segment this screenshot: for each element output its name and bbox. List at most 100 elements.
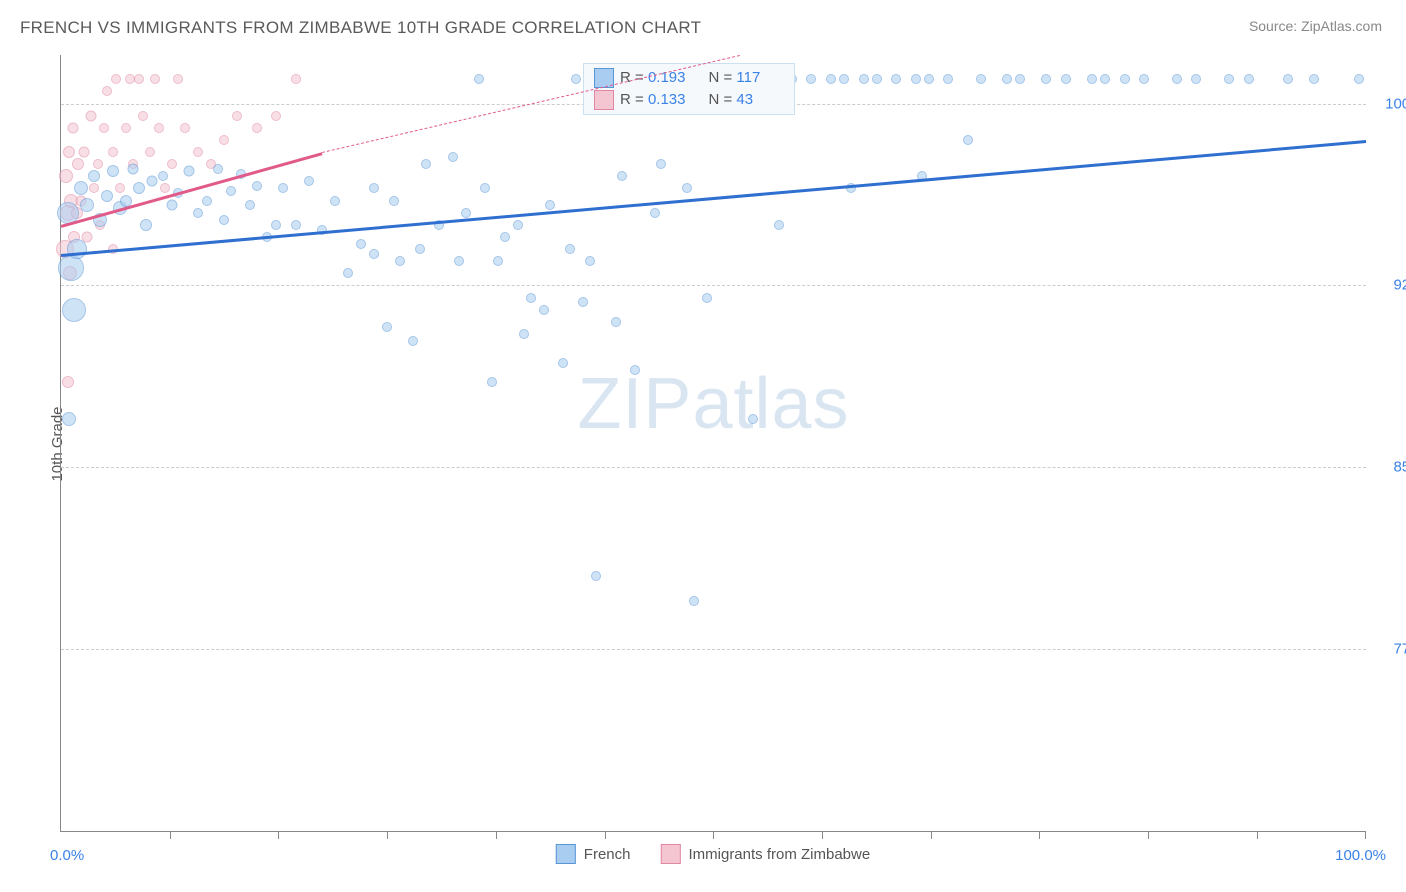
zim-bubble [160,183,170,193]
trendline [61,140,1366,256]
french-bubble [245,200,255,210]
french-bubble [480,183,490,193]
french-bubble [1100,74,1110,84]
zim-bubble [193,147,203,157]
y-tick-label: 100.0% [1385,95,1406,112]
x-tick [1365,831,1366,839]
french-bubble [80,198,94,212]
source-label: Source: ZipAtlas.com [1249,18,1382,34]
zim-bubble [67,122,78,133]
french-bubble [127,163,138,174]
zim-bubble [102,86,112,96]
french-bubble [226,186,236,196]
zim-bubble [93,159,103,169]
zim-bubble [219,135,229,145]
french-bubble [193,208,203,218]
french-bubble [395,256,405,266]
zim-bubble [72,158,84,170]
french-bubble [62,412,76,426]
french-bubble [1244,74,1254,84]
x-tick [713,831,714,839]
french-bubble [454,256,464,266]
french-bubble [415,244,425,254]
x-tick [170,831,171,839]
french-bubble [650,208,660,218]
french-bubble [571,74,581,84]
zim-bubble [271,111,281,121]
french-bubble [421,159,431,169]
french-bubble [278,183,288,193]
french-bubble [682,183,692,193]
zim-bubble [63,146,75,158]
french-bubble [1224,74,1234,84]
french-bubble [219,215,229,225]
french-bubble [976,74,986,84]
french-bubble [545,200,555,210]
zim-bubble [134,74,144,84]
french-bubble [183,166,194,177]
french-bubble [526,293,536,303]
french-bubble [859,74,869,84]
french-bubble [611,317,621,327]
french-bubble [252,181,262,191]
french-bubble [408,336,418,346]
plot-area: ZIPatlas 100.0%92.5%85.0%77.5%R = 0.193 … [60,55,1366,832]
y-tick-label: 85.0% [1393,459,1406,476]
zim-bubble [121,123,131,133]
zim-swatch [594,90,614,110]
french-bubble [213,164,223,174]
french-bubble [133,182,145,194]
french-bubble [591,571,601,581]
french-swatch [556,844,576,864]
french-bubble [461,208,471,218]
zim-bubble [99,123,109,133]
french-bubble [343,268,353,278]
legend-label: Immigrants from Zimbabwe [688,846,870,863]
y-tick-label: 77.5% [1393,641,1406,658]
legend-label: French [584,846,631,863]
zim-bubble [252,123,262,133]
french-bubble [448,152,458,162]
french-bubble [1002,74,1012,84]
french-bubble [1139,74,1149,84]
french-bubble [389,196,399,206]
zim-bubble [180,123,190,133]
watermark: ZIPatlas [577,363,849,445]
legend-row: R = 0.133 N = 43 [594,90,784,110]
french-bubble [806,74,816,84]
x-tick [387,831,388,839]
zim-bubble [59,169,73,183]
legend-bottom: French Immigrants from Zimbabwe [556,844,870,864]
french-bubble [943,74,953,84]
x-tick [496,831,497,839]
x-tick [1148,831,1149,839]
french-bubble [872,74,882,84]
zim-swatch [660,844,680,864]
french-bubble [74,181,88,195]
french-bubble [1087,74,1097,84]
x-tick [931,831,932,839]
legend-row: R = 0.193 N = 117 [594,68,784,88]
french-bubble [369,249,379,259]
legend-stats: R = 0.193 N = 117R = 0.133 N = 43 [583,63,795,115]
french-bubble [88,170,100,182]
french-bubble [774,220,784,230]
watermark-part2: atlas [692,364,849,444]
french-bubble [67,239,87,259]
french-bubble [140,219,152,231]
french-bubble [1015,74,1025,84]
french-bubble [565,244,575,254]
legend-item: Immigrants from Zimbabwe [660,844,870,864]
legend-item: French [556,844,631,864]
french-bubble [630,365,640,375]
french-bubble [474,74,484,84]
x-tick [1257,831,1258,839]
zim-bubble [108,147,118,157]
chart-title: FRENCH VS IMMIGRANTS FROM ZIMBABWE 10TH … [20,18,701,38]
french-bubble [617,171,627,181]
x-tick [822,831,823,839]
zim-bubble [62,376,74,388]
french-bubble [924,74,934,84]
french-bubble [585,256,595,266]
zim-bubble [154,123,164,133]
